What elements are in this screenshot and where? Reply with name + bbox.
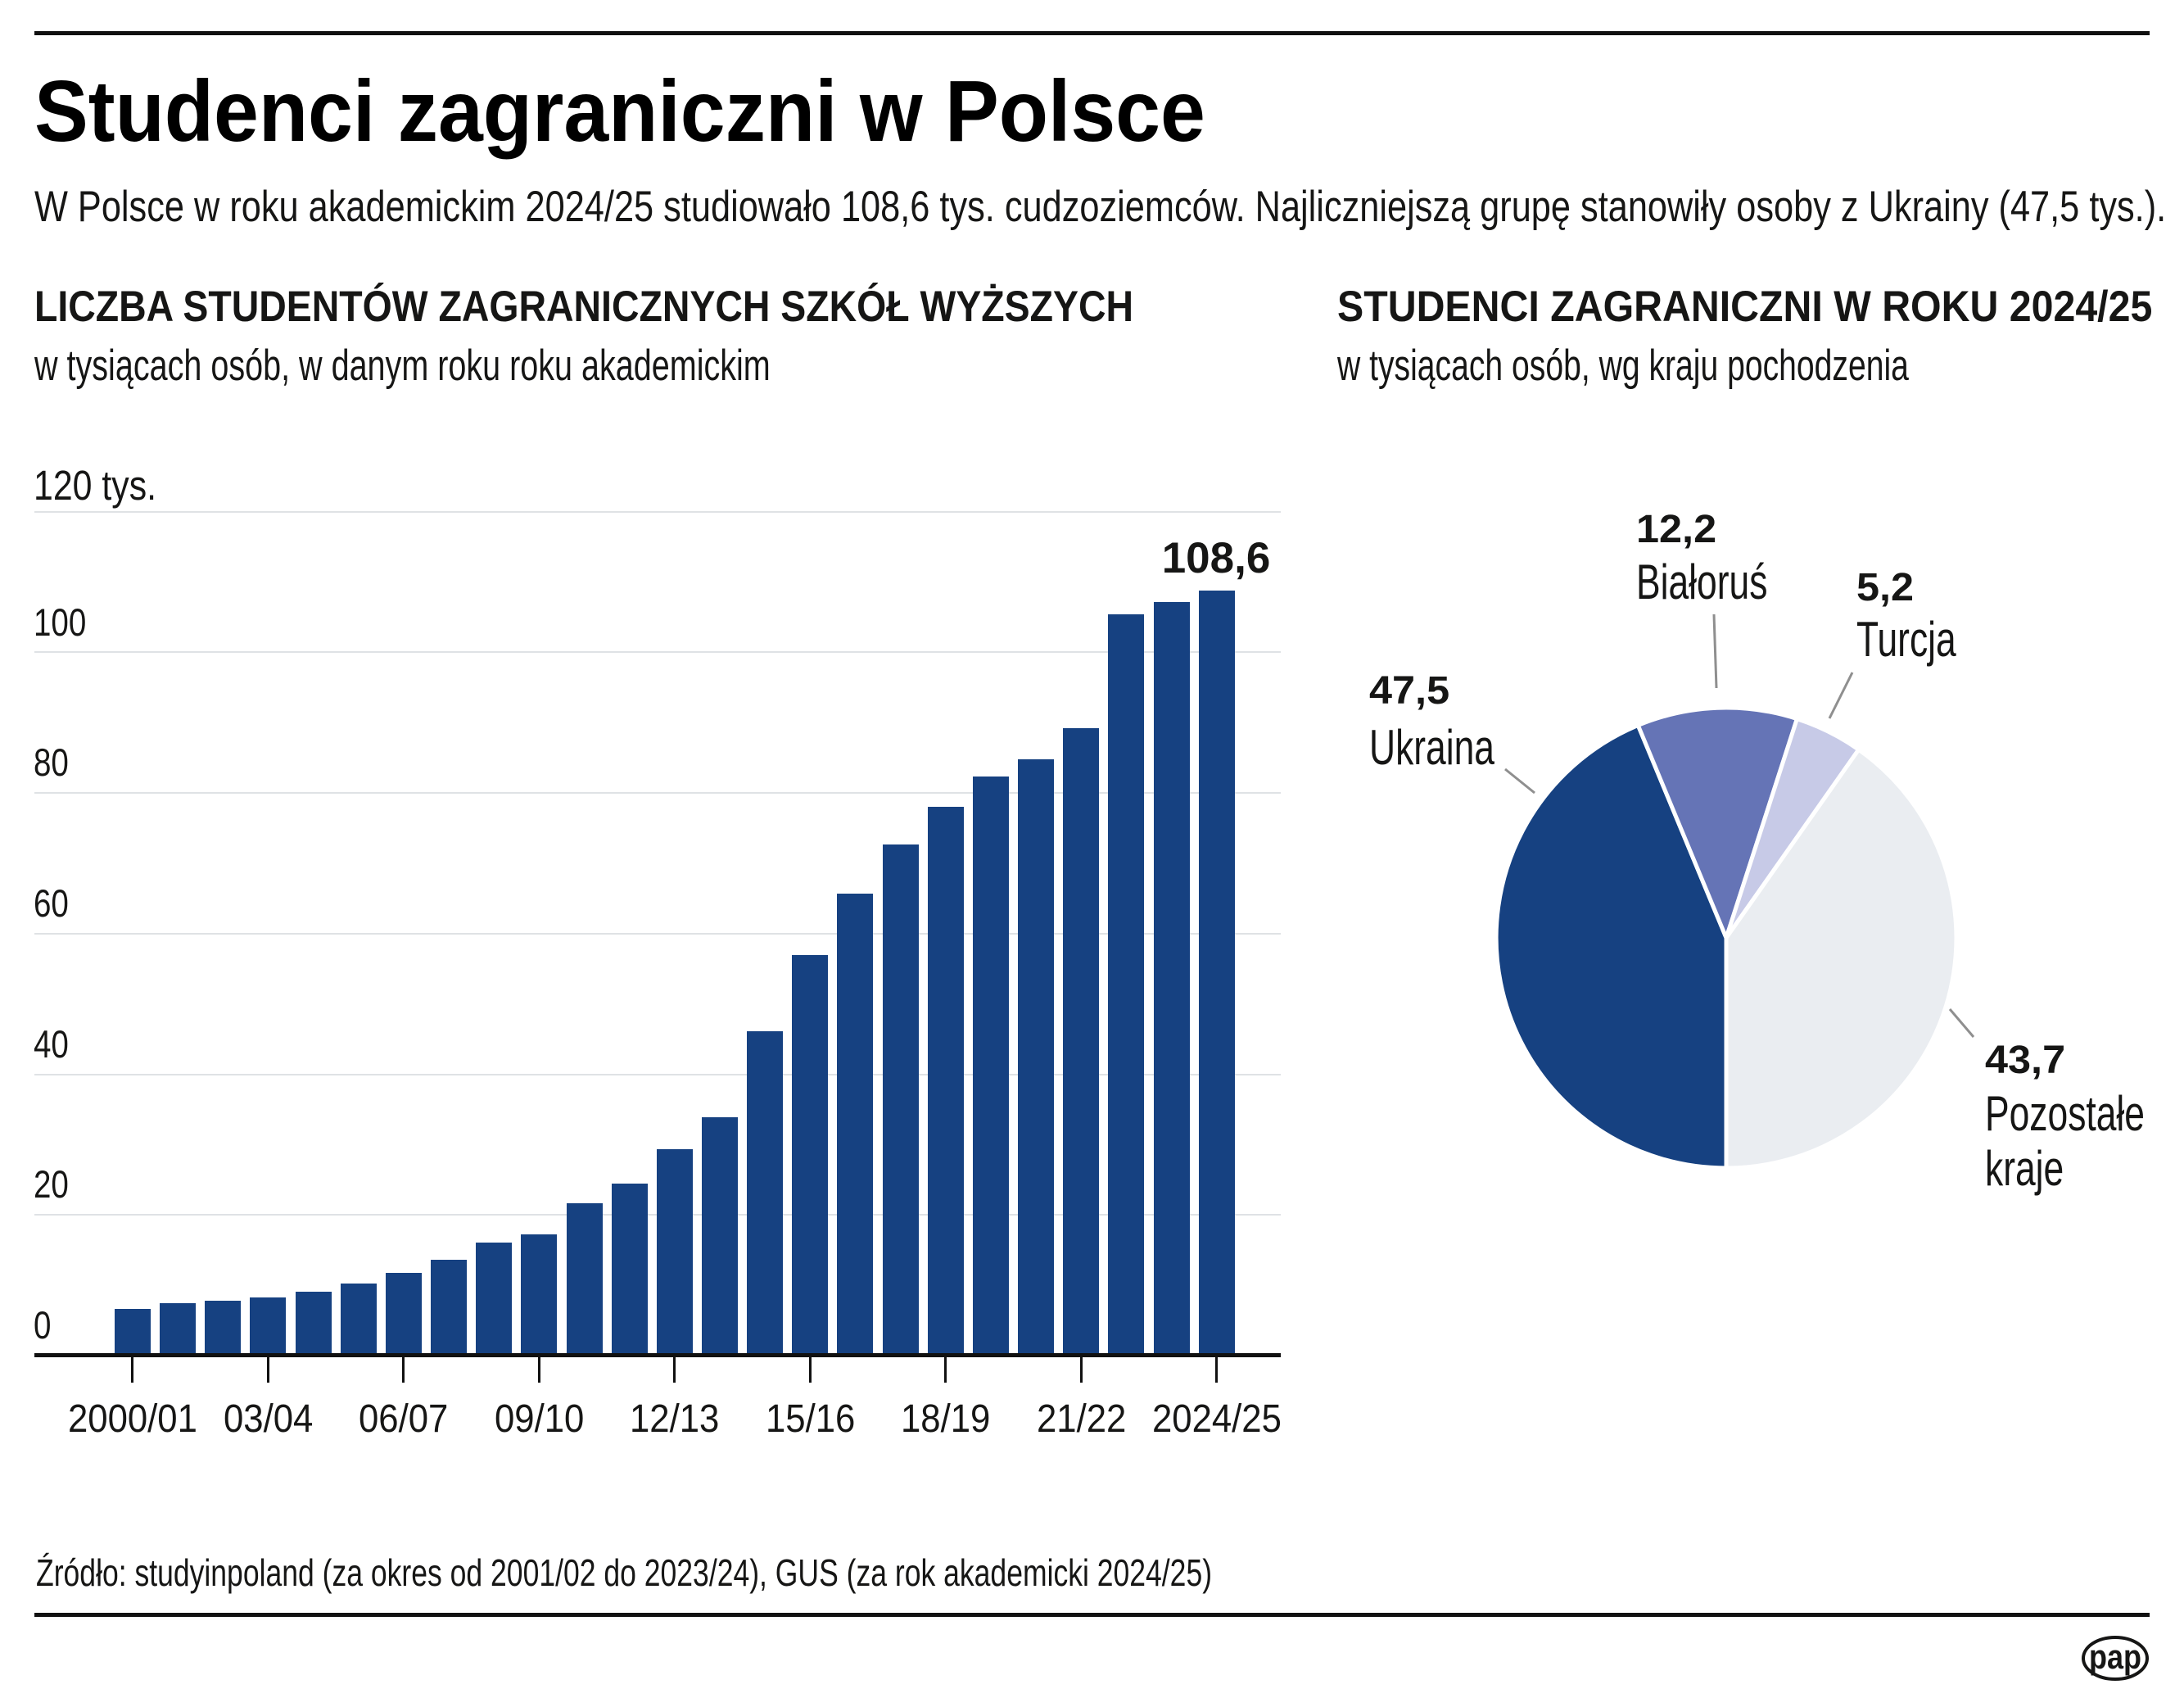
- svg-text:pap: pap: [2089, 1637, 2141, 1676]
